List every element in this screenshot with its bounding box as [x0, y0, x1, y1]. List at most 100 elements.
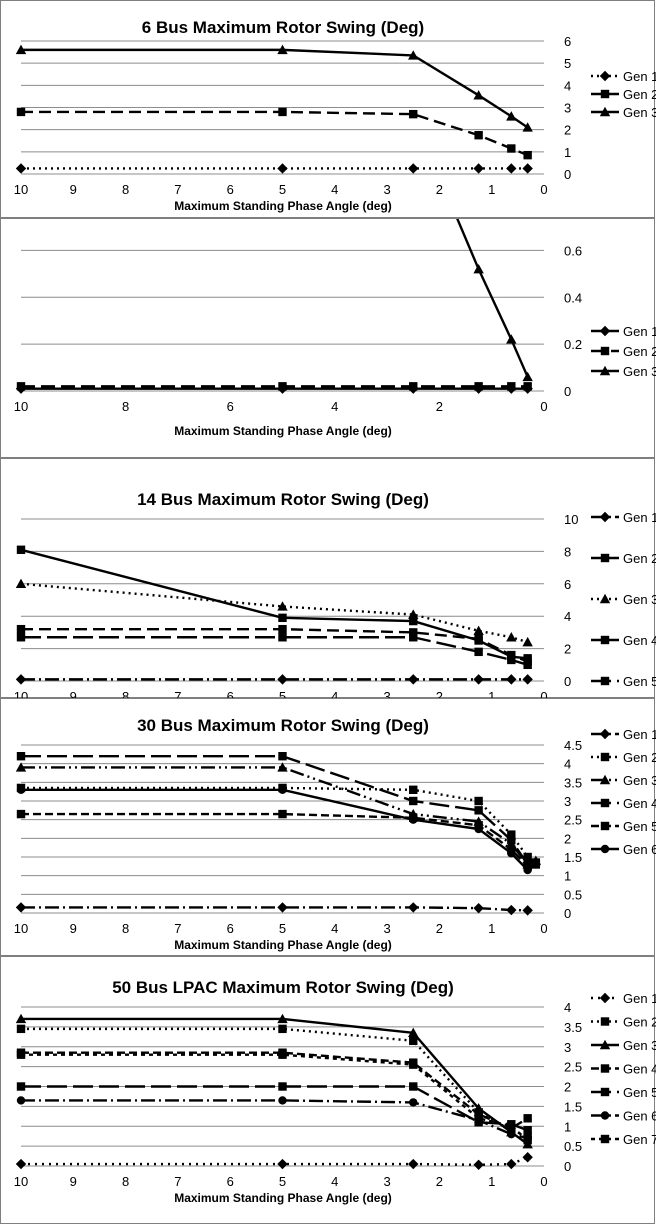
- legend-item: Gen 4: [591, 796, 656, 811]
- x-tick-label: 0: [540, 1174, 547, 1189]
- legend-label: Gen 2: [623, 344, 656, 359]
- x-tick-label: 9: [70, 1174, 77, 1189]
- data-point: [277, 44, 288, 55]
- y-tick-label: 1.5: [564, 1099, 582, 1114]
- x-axis-label: Maximum Standing Phase Angle (deg): [174, 1191, 392, 1205]
- data-point: [473, 625, 484, 635]
- data-point: [408, 1027, 419, 1038]
- x-tick-label: 7: [174, 182, 181, 197]
- chart-2: 9 Bus Maximum Rotor Swing (Deg)00.20.40.…: [14, 219, 656, 438]
- data-point: [278, 809, 287, 819]
- legend-label: Gen 2: [623, 87, 656, 102]
- series-line-gen-1: [21, 1156, 529, 1167]
- y-tick-label: 1: [564, 869, 571, 884]
- series-line-gen-1: [21, 906, 528, 912]
- legend-label: Gen 1: [623, 727, 656, 742]
- data-point: [15, 1013, 27, 1024]
- data-point: [278, 785, 287, 794]
- legend-marker: [599, 325, 611, 337]
- data-point: [473, 1159, 484, 1171]
- legend-item: Gen 1: [591, 69, 656, 84]
- data-point: [16, 545, 26, 554]
- legend-marker: [599, 70, 611, 82]
- data-point: [16, 1024, 26, 1034]
- data-point: [409, 1036, 418, 1045]
- data-point: [523, 382, 532, 391]
- data-point: [506, 674, 517, 685]
- data-point: [16, 382, 26, 391]
- chart-panel-4: 30 Bus Maximum Rotor Swing (Deg) 0 0.5 1 1.5…: [0, 698, 656, 956]
- legend-label: Gen 4: [623, 633, 656, 648]
- legend-marker: [599, 728, 611, 740]
- y-tick-label: 8: [564, 544, 571, 559]
- data-point: [278, 1024, 287, 1034]
- data-point: [474, 647, 483, 657]
- data-point: [507, 849, 516, 858]
- legend-item: Gen 3: [591, 592, 656, 607]
- legend-item: Gen 2: [591, 750, 656, 765]
- data-point: [15, 762, 27, 772]
- y-tick-label: 5: [564, 56, 571, 71]
- legend-item: Gen 3: [591, 364, 656, 379]
- x-tick-label: 9: [70, 182, 77, 197]
- y-tick-label: 0.4: [564, 290, 582, 305]
- x-tick-label: 6: [227, 182, 234, 197]
- data-point: [523, 865, 532, 875]
- data-point: [507, 144, 516, 153]
- legend-marker: [600, 1087, 610, 1097]
- data-point: [409, 1082, 418, 1091]
- y-tick-label: 2: [564, 831, 571, 846]
- x-tick-label: 2: [436, 399, 443, 414]
- y-tick-label: 0: [564, 906, 571, 921]
- x-tick-label: 1: [488, 182, 495, 197]
- y-tick-label: 3: [564, 101, 571, 116]
- data-point: [409, 616, 418, 626]
- x-tick-label: 0: [540, 182, 547, 197]
- data-point: [278, 613, 287, 623]
- x-tick-label: 2: [436, 689, 443, 699]
- legend-item: Gen 5: [591, 1085, 656, 1100]
- data-point: [278, 107, 287, 117]
- chart-title: 50 Bus LPAC Maximum Rotor Swing (Deg): [112, 978, 454, 997]
- x-tick-label: 3: [383, 689, 390, 699]
- data-point: [506, 1158, 517, 1170]
- data-point: [15, 674, 27, 685]
- y-tick-label: 10: [564, 512, 578, 527]
- data-point: [409, 815, 418, 824]
- legend-item: Gen 6: [591, 842, 656, 857]
- legend-marker: [600, 1134, 610, 1144]
- x-tick-label: 7: [174, 921, 181, 936]
- chart-3: 14 Bus Maximum Rotor Swing (Deg)02468101…: [14, 490, 656, 699]
- legend-marker: [600, 1064, 610, 1073]
- legend-label: Gen 7: [623, 1132, 656, 1147]
- x-tick-label: 8: [122, 921, 129, 936]
- y-tick-label: 3.5: [564, 1020, 582, 1035]
- data-point: [522, 163, 533, 174]
- chart-panel-5: 50 Bus LPAC Maximum Rotor Swing (Deg) 0 0.…: [0, 956, 656, 1224]
- legend-marker: [600, 1017, 610, 1026]
- y-tick-label: 0.2: [564, 337, 582, 352]
- data-point: [507, 836, 516, 845]
- data-point: [15, 902, 27, 913]
- x-axis-label: Maximum Standing Phase Angle (deg): [174, 424, 392, 438]
- x-tick-label: 9: [70, 921, 77, 936]
- y-tick-label: 2: [564, 1080, 571, 1095]
- chart-panel-1: 6 Bus Maximum Rotor Swing (Deg) 0 1 2 3 4 5 6 10…: [0, 0, 656, 218]
- y-tick-label: 0.5: [564, 887, 582, 902]
- data-point: [277, 902, 288, 913]
- legend-marker: [600, 553, 610, 563]
- data-point: [408, 1158, 419, 1170]
- data-point: [16, 107, 26, 117]
- series-line-gen-4: [21, 1051, 529, 1130]
- x-axis-label: Maximum Standing Phase Angle (deg): [174, 938, 392, 952]
- data-point: [409, 109, 418, 119]
- x-tick-label: 2: [436, 182, 443, 197]
- legend-label: Gen 4: [623, 796, 656, 811]
- y-tick-label: 6: [564, 34, 571, 49]
- legend-label: Gen 1: [623, 324, 656, 339]
- legend-item: Gen 2: [591, 344, 656, 359]
- y-tick-label: 1: [564, 1119, 571, 1134]
- x-tick-label: 0: [540, 689, 547, 699]
- legend-label: Gen 5: [623, 674, 656, 689]
